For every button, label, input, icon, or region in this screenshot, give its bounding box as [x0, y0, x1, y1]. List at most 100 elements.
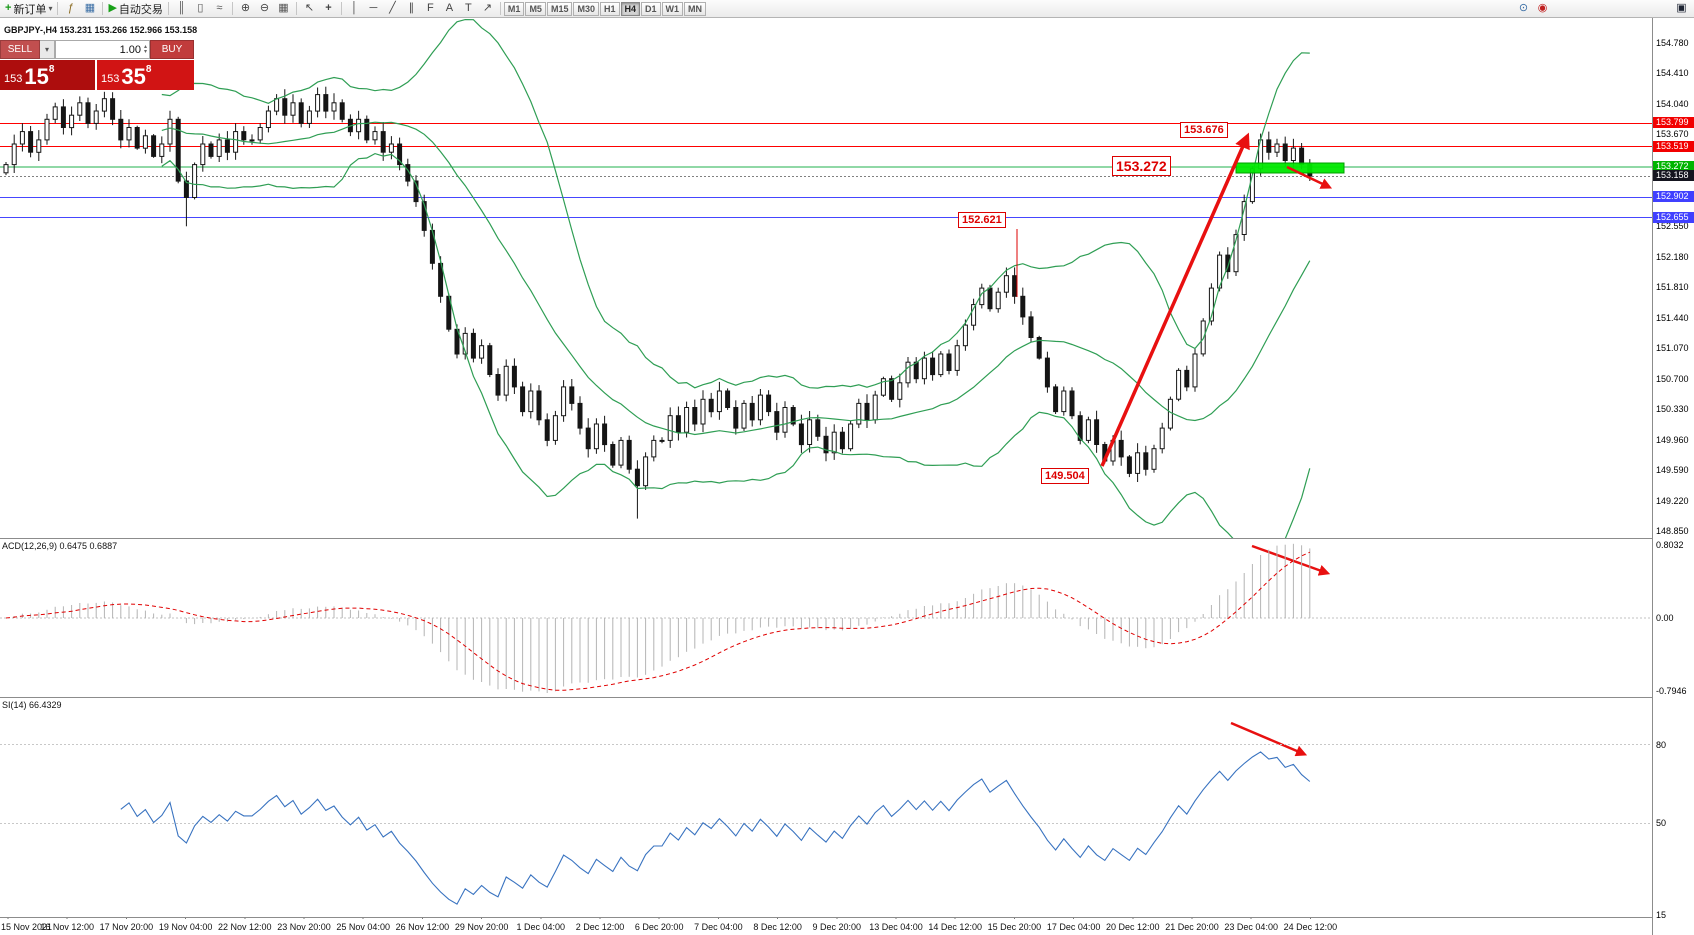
bollinger-lower-band — [161, 152, 1311, 538]
chart-window-icon-glyph: ▦ — [84, 2, 96, 14]
volume-value: 1.00 — [119, 43, 141, 56]
cursor-icon[interactable]: ↖ — [300, 1, 319, 16]
time-axis-label: 23 Nov 20:00 — [277, 922, 331, 932]
autotrading-button[interactable]: ▶ 自动交易 — [106, 1, 164, 16]
search-icon[interactable]: ⊙ — [1514, 1, 1533, 16]
panel-corner-icon-glyph: ▣ — [1676, 2, 1687, 14]
annotation-low-price[interactable]: 149.504 — [1041, 468, 1089, 484]
timeframe-h4-button[interactable]: H4 — [620, 1, 641, 16]
time-axis-label: 23 Dec 04:00 — [1224, 922, 1278, 932]
tile-windows-icon-glyph: ▦ — [278, 2, 289, 14]
text-icon-glyph: A — [445, 2, 454, 14]
price-tick-label: 149.960 — [1656, 434, 1689, 445]
price-tick-label: 154.040 — [1656, 98, 1689, 109]
new-order-button-caret-icon[interactable]: ▾ — [48, 4, 53, 13]
time-axis-label: 2 Dec 12:00 — [575, 922, 625, 932]
timeframe-d1-button[interactable]: D1 — [641, 1, 661, 16]
sell-price-prefix: 153 — [4, 73, 23, 85]
panel-corner-icon[interactable]: ▣ — [1672, 1, 1691, 16]
time-axis-label: 29 Nov 20:00 — [454, 922, 509, 932]
text-label-icon[interactable]: T — [459, 1, 478, 16]
annotation-peak-price[interactable]: 153.676 — [1180, 122, 1228, 138]
bar-chart-icon-glyph: ║ — [177, 2, 186, 14]
macd-tick-label: 0.00 — [1656, 613, 1674, 623]
rsi-tick-label: 15 — [1656, 910, 1667, 920]
time-axis-label: 15 Nov 2021 — [1, 922, 53, 932]
buy-price-prefix: 153 — [101, 73, 120, 85]
line-chart-icon[interactable]: ≈ — [210, 1, 229, 16]
zoom-out-icon-glyph: ⊖ — [259, 2, 270, 14]
rally-arrow[interactable] — [1100, 132, 1250, 467]
timeframe-h1-button[interactable]: H1 — [599, 1, 620, 16]
horizontal-line-icon[interactable]: ─ — [364, 1, 383, 16]
toolbar-separator — [167, 2, 169, 15]
annotation-zone-price[interactable]: 153.272 — [1112, 156, 1171, 176]
time-axis-label: 9 Dec 20:00 — [812, 922, 862, 932]
price-tick-label: 154.410 — [1656, 68, 1689, 79]
timeframe-m5-button[interactable]: M5 — [525, 1, 546, 16]
price-badge-152.655: 152.655 — [1653, 211, 1694, 223]
zoom-in-icon[interactable]: ⊕ — [236, 1, 255, 16]
buy-price-pip: 8 — [145, 64, 152, 75]
sell-button[interactable]: SELL — [0, 40, 40, 59]
volume-up-icon[interactable]: ▴ — [143, 43, 147, 50]
trendline-icon[interactable]: ╱ — [383, 1, 402, 16]
macd-arrow[interactable] — [1251, 544, 1331, 576]
time-axis-label: 13 Dec 04:00 — [869, 922, 923, 932]
volume-input[interactable]: 1.00 ▴ ▾ — [55, 40, 150, 59]
fibonacci-icon[interactable]: F — [421, 1, 440, 16]
candlestick-chart-icon[interactable]: ▯ — [191, 1, 210, 16]
sell-price-button[interactable]: 153 15 8 — [0, 60, 95, 90]
candlestick-series — [3, 86, 1313, 519]
text-icon[interactable]: A — [440, 1, 459, 16]
pullback-arrow[interactable] — [1286, 165, 1333, 189]
timeframe-m30-button[interactable]: M30 — [573, 1, 599, 16]
sell-price-pip: 8 — [48, 64, 55, 75]
time-axis-label: 15 Dec 20:00 — [987, 922, 1042, 932]
bar-chart-icon[interactable]: ║ — [172, 1, 191, 16]
price-tick-label: 152.550 — [1656, 221, 1689, 232]
channel-icon-glyph: ∥ — [408, 2, 415, 14]
timeframe-mn-button[interactable]: MN — [684, 1, 707, 16]
macd-histogram — [13, 543, 1311, 693]
time-axis-label: 14 Dec 12:00 — [928, 922, 982, 932]
price-tick-label: 148.850 — [1656, 526, 1689, 536]
rsi-arrow[interactable] — [1230, 721, 1308, 757]
indicator-list-icon[interactable]: ƒ — [61, 1, 80, 16]
chart-window-icon[interactable]: ▦ — [80, 1, 99, 16]
indicator-list-icon-glyph: ƒ — [67, 2, 75, 14]
arrows-icon[interactable]: ↗ — [478, 1, 497, 16]
channel-icon[interactable]: ∥ — [402, 1, 421, 16]
timeframe-w1-button[interactable]: W1 — [661, 1, 684, 16]
time-axis-label: 26 Nov 12:00 — [395, 922, 450, 932]
timeframe-m15-button[interactable]: M15 — [546, 1, 573, 16]
sell-price-big: 15 — [24, 64, 49, 89]
price-tick-label: 151.070 — [1656, 343, 1689, 354]
order-type-dropdown[interactable]: ▾ — [40, 40, 55, 59]
tile-windows-icon[interactable]: ▦ — [274, 1, 293, 16]
buy-button[interactable]: BUY — [150, 40, 194, 59]
price-tick-label: 149.590 — [1656, 465, 1689, 476]
vertical-line-icon-glyph: │ — [350, 2, 358, 14]
zoom-out-icon[interactable]: ⊖ — [255, 1, 274, 16]
new-order-button[interactable]: + 新订单 ▾ — [3, 1, 54, 16]
toolbar-separator — [340, 2, 342, 15]
community-icon[interactable]: ◉ — [1533, 1, 1552, 16]
price-badge-152.902: 152.902 — [1653, 191, 1694, 203]
candlestick-chart-icon-glyph: ▯ — [197, 2, 204, 14]
rsi-label: SI(14) 66.4329 — [2, 700, 62, 710]
annotation-mid-price[interactable]: 152.621 — [958, 212, 1006, 228]
crosshair-icon[interactable]: + — [319, 1, 338, 16]
time-axis-label: 24 Dec 12:00 — [1283, 922, 1338, 932]
buy-price-button[interactable]: 153 35 8 — [97, 60, 194, 90]
volume-down-icon[interactable]: ▾ — [143, 48, 147, 55]
price-tick-label: 152.180 — [1656, 251, 1689, 262]
price-tick-label: 154.780 — [1656, 37, 1689, 48]
price-tick-label: 150.330 — [1656, 404, 1689, 415]
time-axis-label: 8 Dec 12:00 — [753, 922, 802, 932]
vertical-line-icon[interactable]: │ — [345, 1, 364, 16]
time-axis-label: 1 Dec 04:00 — [516, 922, 566, 932]
timeframe-m1-button[interactable]: M1 — [503, 1, 525, 16]
